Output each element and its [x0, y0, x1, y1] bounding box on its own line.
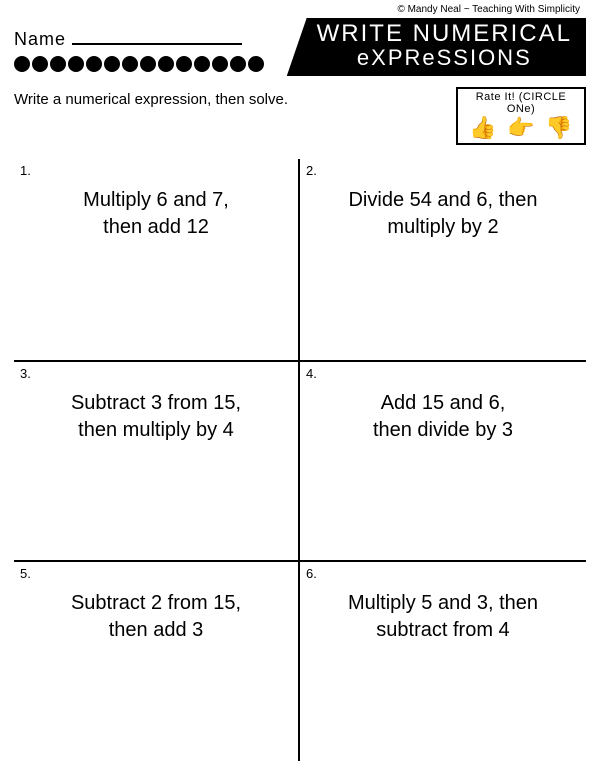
problem-cell: 4.Add 15 and 6,then divide by 3 [300, 360, 586, 561]
problem-number: 3. [20, 366, 31, 381]
problem-cell: 2.Divide 54 and 6, then multiply by 2 [300, 159, 586, 360]
rate-it-box: Rate It! (CIRCLE ONe) 👍 👉 👎 [456, 87, 586, 145]
problem-text: Multiply 6 and 7,then add 12 [34, 187, 278, 241]
decorative-dot [248, 56, 264, 72]
decorative-dot [230, 56, 246, 72]
problem-cell: 3.Subtract 3 from 15,then multiply by 4 [14, 360, 300, 561]
decorative-dot [176, 56, 192, 72]
problem-text: Multiply 5 and 3, then subtract from 4 [320, 590, 566, 644]
problem-cell: 5.Subtract 2 from 15,then add 3 [14, 560, 300, 761]
decorative-dot [104, 56, 120, 72]
problem-text: Subtract 2 from 15,then add 3 [34, 590, 278, 644]
name-area: Name [14, 15, 242, 50]
title-line1: WRITE NUMERICAL [317, 22, 572, 46]
rate-it-label: Rate It! (CIRCLE ONe) [464, 91, 578, 115]
problem-cell: 6.Multiply 5 and 3, then subtract from 4 [300, 560, 586, 761]
thumb-down-icon[interactable]: 👎 [545, 117, 572, 139]
problem-text: Add 15 and 6,then divide by 3 [320, 390, 566, 444]
name-input-line[interactable] [72, 25, 242, 45]
problem-number: 4. [306, 366, 317, 381]
thumbs-row: 👍 👉 👎 [464, 115, 578, 139]
name-label: Name [14, 29, 66, 50]
problem-number: 2. [306, 163, 317, 178]
thumb-up-icon[interactable]: 👍 [469, 117, 496, 139]
problem-text: Subtract 3 from 15,then multiply by 4 [34, 390, 278, 444]
decorative-dot [122, 56, 138, 72]
problem-text: Divide 54 and 6, then multiply by 2 [320, 187, 566, 241]
problem-number: 5. [20, 566, 31, 581]
thumb-side-icon[interactable]: 👉 [507, 117, 534, 139]
problem-number: 1. [20, 163, 31, 178]
problem-number: 6. [306, 566, 317, 581]
decorative-dot [194, 56, 210, 72]
problem-grid: 1.Multiply 6 and 7,then add 122.Divide 5… [14, 159, 586, 761]
decorative-dot [50, 56, 66, 72]
title-line2: eXPReSSIONS [317, 46, 572, 70]
problem-cell: 1.Multiply 6 and 7,then add 12 [14, 159, 300, 360]
decorative-dot [14, 56, 30, 72]
decorative-dot [140, 56, 156, 72]
title-banner: WRITE NUMERICAL eXPReSSIONS [287, 18, 586, 76]
decorative-dot [32, 56, 48, 72]
decorative-dot [86, 56, 102, 72]
decorative-dot [68, 56, 84, 72]
decorative-dot [212, 56, 228, 72]
instruction-text: Write a numerical expression, then solve… [14, 87, 456, 108]
decorative-dot [158, 56, 174, 72]
instruction-row: Write a numerical expression, then solve… [0, 77, 600, 153]
copyright-text: © Mandy Neal ~ Teaching With Simplicity [0, 0, 600, 15]
header-row: Name WRITE NUMERICAL eXPReSSIONS [0, 15, 600, 50]
